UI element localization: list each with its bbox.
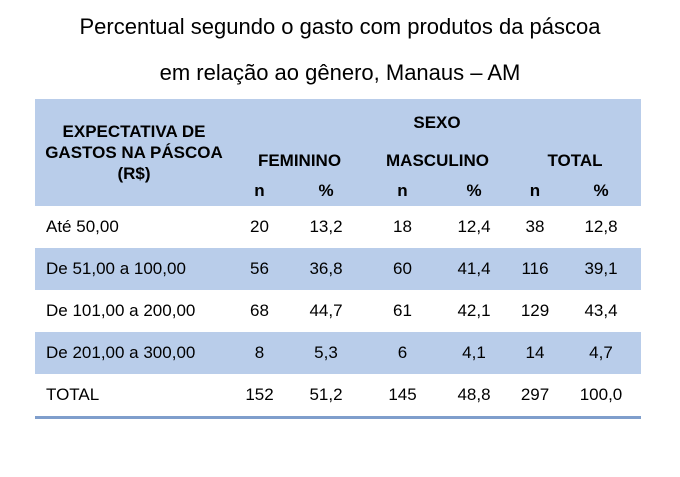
table-title-line-1: Percentual segundo o gasto com produtos … xyxy=(79,14,601,39)
subheader-n: n xyxy=(254,181,265,200)
cell-feminino-n: 20 xyxy=(250,217,269,236)
group-header-sexo: SEXO xyxy=(413,112,461,132)
table-row: De 201,00 a 300,00 8 5,3 6 4,1 14 4,7 xyxy=(35,332,641,374)
cell-total-n: 297 xyxy=(509,374,561,419)
cell-total-percent: 39,1 xyxy=(584,259,618,278)
cell-feminino-n: 8 xyxy=(254,343,265,362)
cell-total-percent: 12,8 xyxy=(584,217,618,236)
cell-masculino-n: 60 xyxy=(393,259,412,278)
cell-feminino-n: 56 xyxy=(250,259,269,278)
subheader-percent: % xyxy=(466,181,482,200)
cell-feminino-percent: 13,2 xyxy=(309,217,343,236)
row-label: TOTAL xyxy=(35,374,233,419)
cell-feminino-n: 152 xyxy=(233,374,286,419)
cell-feminino-percent: 51,2 xyxy=(286,374,366,419)
cell-feminino-percent: 36,8 xyxy=(309,259,343,278)
table-row: De 51,00 a 100,00 56 36,8 60 41,4 116 39… xyxy=(35,248,641,290)
cell-masculino-percent: 42,1 xyxy=(457,301,491,320)
cell-masculino-n: 145 xyxy=(366,374,439,419)
cell-total-n: 14 xyxy=(525,343,545,362)
subheader-percent: % xyxy=(318,181,334,200)
cell-masculino-n: 18 xyxy=(393,217,412,236)
subheader-percent: % xyxy=(593,181,609,200)
table-row: Até 50,00 20 13,2 18 12,4 38 12,8 xyxy=(35,206,641,248)
table-row-total: TOTAL 152 51,2 145 48,8 297 100,0 xyxy=(35,374,641,419)
subheader-n: n xyxy=(529,181,541,200)
cell-total-percent: 100,0 xyxy=(561,374,641,419)
cell-masculino-n: 61 xyxy=(393,301,412,320)
cell-masculino-percent: 48,8 xyxy=(439,374,509,419)
subheader-n: n xyxy=(397,181,408,200)
row-label: De 101,00 a 200,00 xyxy=(46,301,196,320)
cell-total-percent: 4,7 xyxy=(589,343,613,362)
row-label: De 201,00 a 300,00 xyxy=(46,343,196,362)
group-header-total: TOTAL xyxy=(547,151,603,170)
cell-masculino-percent: 12,4 xyxy=(457,217,491,236)
spending-by-gender-table: EXPECTATIVA DE GASTOS NA PÁSCOA (R$) SEX… xyxy=(35,99,641,419)
table-title-line-2: em relação ao gênero, Manaus – AM xyxy=(159,60,521,85)
cell-feminino-percent: 5,3 xyxy=(314,343,338,362)
cell-masculino-n: 6 xyxy=(397,343,408,362)
cell-masculino-percent: 4,1 xyxy=(462,343,486,362)
row-header-expectativa: EXPECTATIVA DE GASTOS NA PÁSCOA (R$) xyxy=(45,122,223,183)
cell-total-n: 116 xyxy=(521,259,549,278)
cell-feminino-percent: 44,7 xyxy=(309,301,343,320)
row-label: Até 50,00 xyxy=(46,217,119,236)
cell-feminino-n: 68 xyxy=(250,301,269,320)
table-row: De 101,00 a 200,00 68 44,7 61 42,1 129 4… xyxy=(35,290,641,332)
row-label: De 51,00 a 100,00 xyxy=(46,259,186,278)
cell-total-n: 38 xyxy=(525,217,545,236)
cell-masculino-percent: 41,4 xyxy=(457,259,491,278)
cell-total-percent: 43,4 xyxy=(584,301,618,320)
group-header-feminino: FEMININO xyxy=(257,151,342,170)
cell-total-n: 129 xyxy=(520,301,550,320)
group-header-masculino: MASCULINO xyxy=(386,151,489,170)
